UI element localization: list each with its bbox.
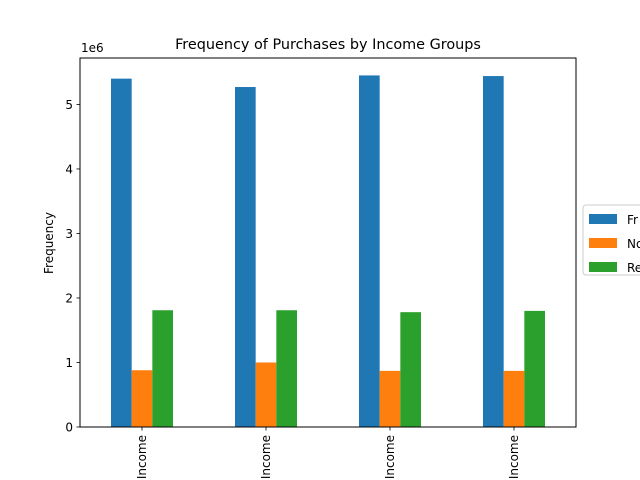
plot-area-frame	[79, 57, 577, 428]
x-tick-label-0: Income	[135, 435, 149, 479]
legend-label-1: Fr	[627, 213, 638, 227]
y-tick-label-1: 1	[65, 356, 73, 370]
legend-swatch-2	[589, 238, 617, 248]
bar-3-2	[276, 310, 297, 427]
y-axis-offset-label: 1e6	[81, 41, 104, 55]
y-axis-label: Frequency	[42, 212, 56, 274]
chart-title: Frequency of Purchases by Income Groups	[175, 37, 481, 53]
bar-2-4	[503, 370, 525, 427]
bar-2-2	[255, 362, 277, 427]
bar-1-4	[483, 76, 504, 428]
bar-3-1	[152, 310, 173, 427]
y-tick-label-5: 5	[65, 98, 73, 112]
x-axis-ticks: Income Income Income Income	[135, 427, 521, 479]
y-tick-label-0: 0	[65, 421, 73, 435]
bar-1-1	[111, 78, 132, 427]
x-tick-label-2: Income	[383, 435, 397, 479]
bar-3-4	[524, 310, 545, 427]
y-tick-label-2: 2	[65, 291, 73, 305]
bar-1-3	[359, 75, 380, 427]
legend-swatch-1	[589, 214, 617, 224]
y-tick-label-3: 3	[65, 227, 73, 241]
bar-2-1	[131, 370, 153, 427]
legend-label-3: Re	[627, 261, 640, 275]
legend-swatch-3	[589, 262, 617, 272]
bar-3-3	[400, 312, 421, 427]
bar-2-3	[379, 370, 401, 427]
legend: Fr No Re	[582, 204, 640, 276]
y-tick-label-4: 4	[65, 162, 73, 176]
x-tick-label-3: Income	[507, 435, 521, 479]
x-tick-label-1: Income	[259, 435, 273, 479]
legend-label-2: No	[627, 237, 640, 251]
bars-layer	[111, 75, 545, 428]
y-axis-ticks: 0 1 2 3 4 5	[65, 98, 80, 435]
bar-1-2	[235, 87, 256, 427]
